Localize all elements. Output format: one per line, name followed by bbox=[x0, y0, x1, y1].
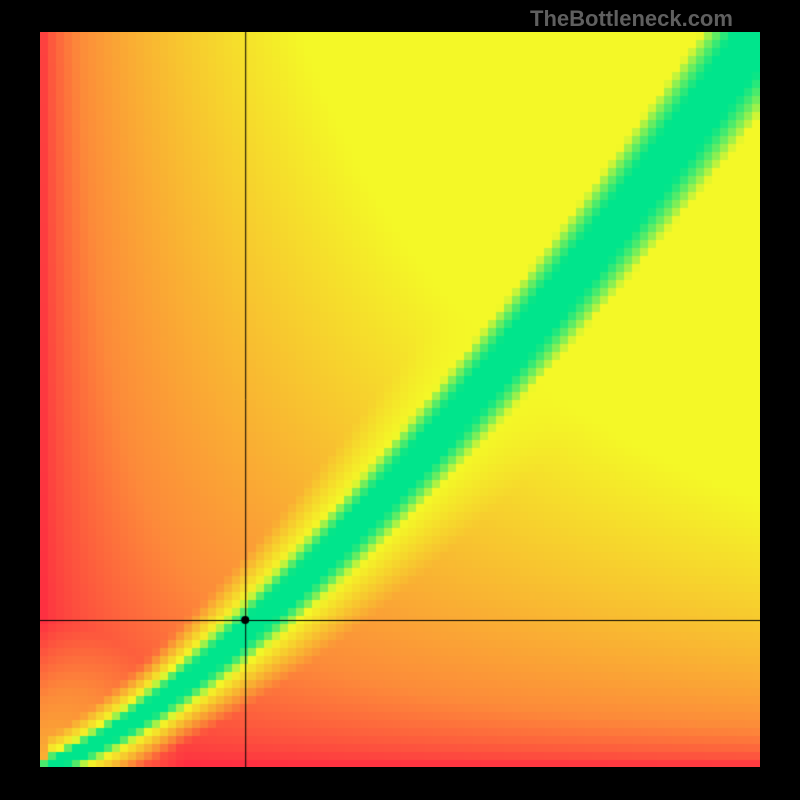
heatmap-canvas bbox=[40, 32, 760, 767]
watermark-text: TheBottleneck.com bbox=[530, 6, 733, 32]
chart-frame: TheBottleneck.com bbox=[0, 0, 800, 800]
